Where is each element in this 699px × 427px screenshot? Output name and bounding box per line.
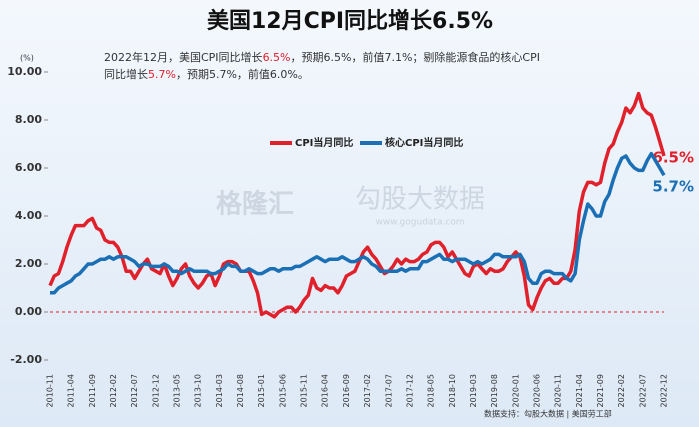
- watermark: www.gogudata.com: [375, 218, 464, 228]
- y-unit: (%): [20, 54, 34, 63]
- annotation: 同比增长5.7%，预期5.7%，前值6.0%。: [104, 67, 309, 81]
- series-line: [48, 91, 666, 319]
- x-tick-label: 2011-09: [88, 374, 97, 407]
- x-tick-label: 2019-03: [469, 374, 478, 407]
- watermark: 格隆汇: [216, 189, 294, 220]
- chart-title: 美国12月CPI同比增长6.5%: [207, 8, 493, 34]
- y-tick-label: 4.00: [15, 209, 42, 222]
- x-tick-label: 2022-12: [660, 374, 669, 407]
- x-tick-label: 2021-04: [575, 374, 584, 407]
- x-tick-label: 2021-09: [596, 374, 605, 407]
- x-tick-label: 2016-04: [321, 374, 330, 407]
- x-tick-label: 2014-08: [236, 374, 245, 407]
- x-tick-label: 2012-02: [109, 374, 118, 407]
- annotation-part: 同比增长: [104, 67, 148, 81]
- annotation-part: ，预期5.7%，前值6.0%。: [176, 67, 309, 81]
- legend-label: CPI当月同比: [295, 136, 353, 149]
- x-tick-label: 2014-03: [215, 374, 224, 407]
- annotation-part: 2022年12月，美国CPI同比增长: [104, 50, 263, 64]
- y-tick-label: 8.00: [15, 113, 42, 126]
- x-tick-label: 2020-11: [554, 374, 563, 407]
- annotation: 2022年12月，美国CPI同比增长6.5%，预期6.5%，前值7.1%；剔除能…: [104, 50, 540, 64]
- x-tick-label: 2018-05: [427, 374, 436, 407]
- x-tick-label: 2018-10: [448, 374, 457, 407]
- x-tick-label: 2012-12: [151, 374, 160, 407]
- x-tick-label: 2015-06: [278, 374, 287, 407]
- x-tick-label: 2010-11: [46, 374, 55, 407]
- series-line: [50, 151, 666, 295]
- x-tick-label: 2011-04: [67, 374, 76, 407]
- x-tick-label: 2015-01: [257, 374, 266, 407]
- x-tick-label: 2016-09: [342, 374, 351, 407]
- x-tick-label: 2022-02: [617, 374, 626, 407]
- x-tick-label: 2012-07: [130, 374, 139, 407]
- y-tick-label: 0.00: [15, 305, 42, 318]
- y-tick-label: 6.00: [15, 161, 42, 174]
- watermark: 勾股大数据: [355, 185, 485, 215]
- annotation-part: ，预期6.5%，前值7.1%；剔除能源食品的核心CPI: [291, 50, 540, 64]
- x-tick-label: 2022-07: [638, 374, 647, 407]
- x-tick-label: 2019-08: [490, 374, 499, 407]
- x-tick-label: 2020-01: [511, 374, 520, 407]
- x-tick-label: 2017-02: [363, 374, 372, 407]
- x-tick-label: 2020-06: [532, 374, 541, 407]
- x-tick-label: 2015-11: [300, 374, 309, 407]
- legend-label: 核心CPI当月同比: [385, 136, 463, 149]
- x-tick-label: 2017-07: [384, 374, 393, 407]
- end-label: 5.7%: [652, 178, 694, 196]
- annotation-part: 6.5%: [263, 51, 291, 64]
- source: 数据支持：勾股大数据 | 美国劳工部: [484, 409, 612, 419]
- y-tick-label: -2.00: [10, 353, 42, 366]
- annotation-part: 5.7%: [148, 68, 176, 81]
- end-label: 6.5%: [652, 149, 694, 167]
- x-tick-label: 2017-12: [405, 374, 414, 407]
- x-tick-label: 2013-10: [194, 374, 203, 407]
- x-tick-label: 2013-05: [173, 374, 182, 407]
- y-tick-label: 2.00: [15, 257, 42, 270]
- y-tick-label: 10.00: [7, 65, 42, 78]
